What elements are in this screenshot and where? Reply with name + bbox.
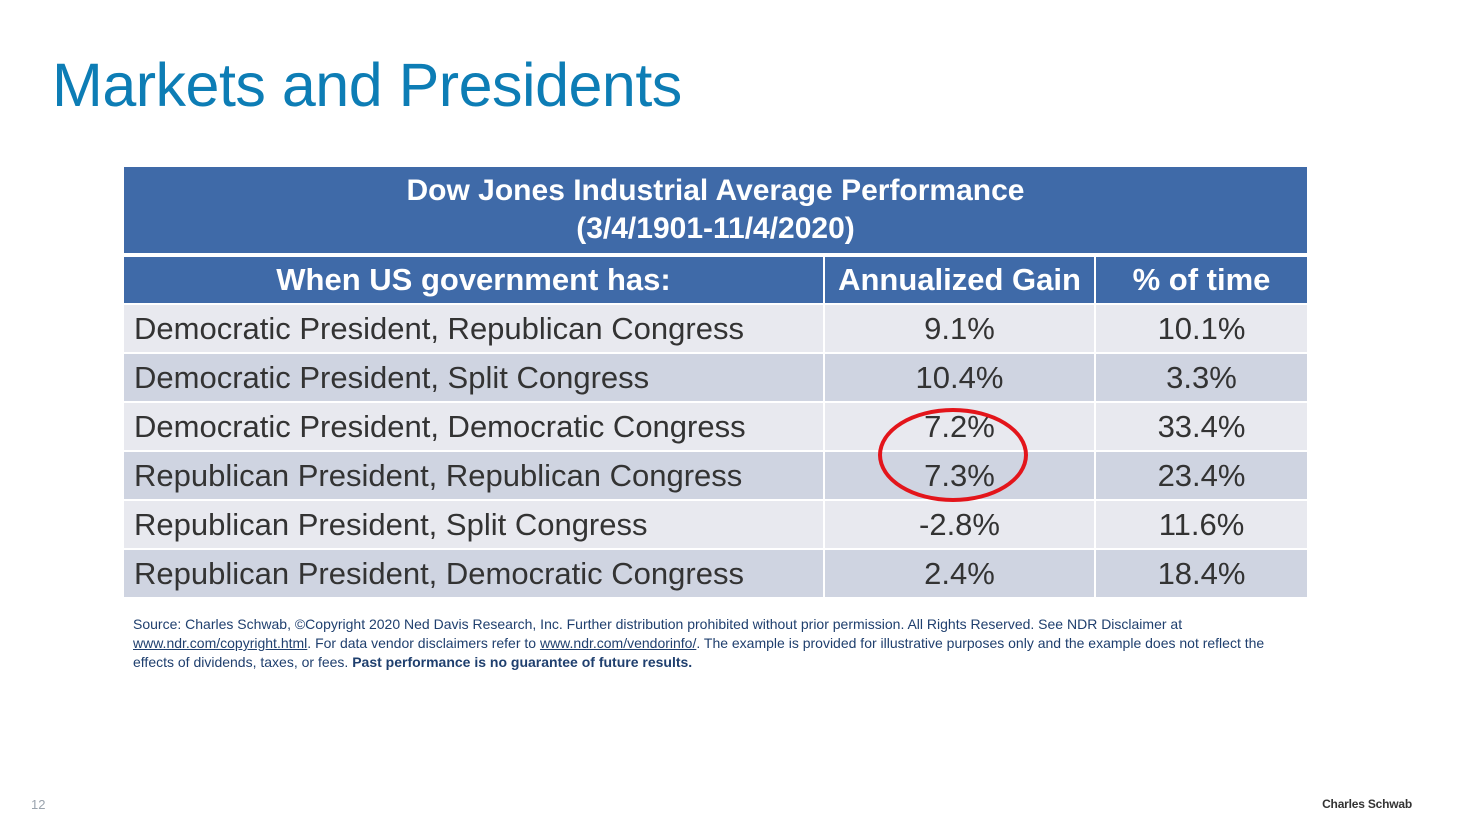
row-label: Democratic President, Democratic Congres… <box>124 402 824 452</box>
table-row: Democratic President, Democratic Congres… <box>124 402 1308 452</box>
table-row: Democratic President, Split Congress 10.… <box>124 353 1308 403</box>
brand-logo-text: Charles Schwab <box>1322 797 1412 811</box>
table-row: Republican President, Democratic Congres… <box>124 549 1308 599</box>
percent-time-cell: 11.6% <box>1093 500 1308 550</box>
vendorinfo-link[interactable]: www.ndr.com/vendorinfo/ <box>539 635 697 651</box>
percent-time-cell: 18.4% <box>1093 549 1308 599</box>
row-label: Republican President, Democratic Congres… <box>124 549 824 599</box>
column-header-annualized-gain: Annualized Gain <box>823 255 1095 305</box>
percent-time-cell: 3.3% <box>1093 353 1308 403</box>
table-caption: Dow Jones Industrial Average Performance… <box>124 167 1308 257</box>
table-caption-title: Dow Jones Industrial Average Performance <box>406 174 1025 207</box>
performance-table: Dow Jones Industrial Average Performance… <box>124 167 1308 599</box>
source-footnote: Source: Charles Schwab, ©Copyright 2020 … <box>133 615 1303 672</box>
table-header-row: When US government has: Annualized Gain … <box>124 255 1308 305</box>
row-label: Republican President, Republican Congres… <box>124 451 824 501</box>
percent-time-cell: 33.4% <box>1093 402 1308 452</box>
footnote-text: . The example is provided for illustrati… <box>133 635 1265 670</box>
annualized-gain-cell: 9.1% <box>823 304 1095 354</box>
percent-time-cell: 10.1% <box>1093 304 1308 354</box>
percent-time-cell: 23.4% <box>1093 451 1308 501</box>
past-performance-disclaimer: Past performance is no guarantee of futu… <box>352 654 693 670</box>
annualized-gain-cell: 2.4% <box>823 549 1095 599</box>
row-label: Democratic President, Republican Congres… <box>124 304 824 354</box>
annualized-gain-cell: -2.8% <box>823 500 1095 550</box>
page-number: 12 <box>31 797 46 812</box>
footnote-text: Source: Charles Schwab, ©Copyright 2020 … <box>133 616 1183 632</box>
row-label: Republican President, Split Congress <box>124 500 824 550</box>
row-label: Democratic President, Split Congress <box>124 353 824 403</box>
performance-table-container: Dow Jones Industrial Average Performance… <box>124 167 1308 599</box>
highlight-circle <box>878 408 1028 502</box>
table-row: Democratic President, Republican Congres… <box>124 304 1308 354</box>
table-row: Republican President, Republican Congres… <box>124 451 1308 501</box>
slide-title: Markets and Presidents <box>52 51 682 119</box>
column-header-government: When US government has: <box>124 255 824 305</box>
footnote-text: . For data vendor disclaimers refer to <box>307 635 540 651</box>
annualized-gain-cell: 10.4% <box>823 353 1095 403</box>
table-caption-row: Dow Jones Industrial Average Performance… <box>124 167 1308 257</box>
column-header-percent-time: % of time <box>1093 255 1308 305</box>
table-caption-date-range: (3/4/1901-11/4/2020) <box>576 212 855 245</box>
copyright-link[interactable]: www.ndr.com/copyright.html <box>133 635 308 651</box>
table-row: Republican President, Split Congress -2.… <box>124 500 1308 550</box>
